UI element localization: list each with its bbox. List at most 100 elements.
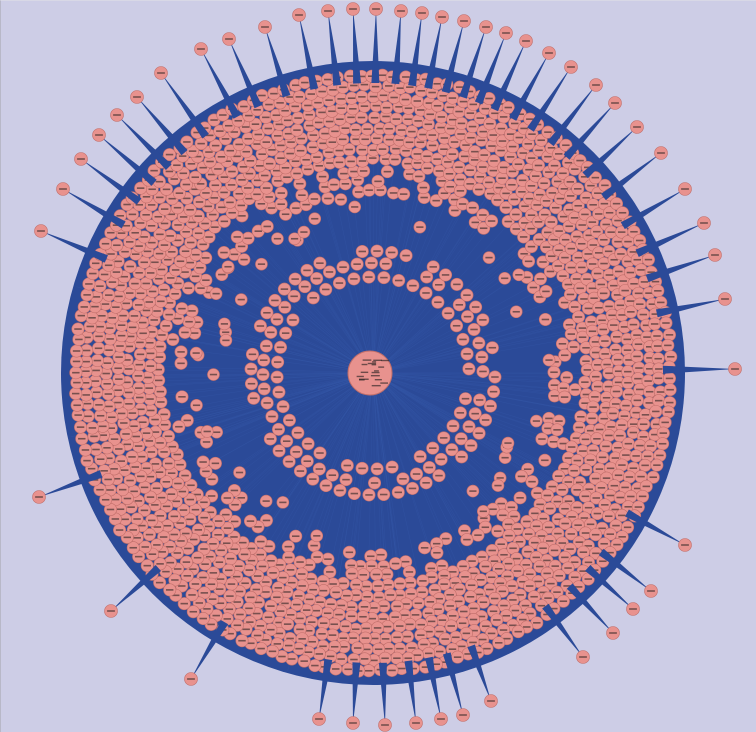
outer-node[interactable] bbox=[610, 197, 624, 211]
outer-node[interactable] bbox=[139, 208, 153, 222]
gap-node[interactable] bbox=[308, 212, 322, 226]
inner-node[interactable] bbox=[333, 483, 347, 497]
outer-node[interactable] bbox=[123, 259, 137, 273]
outer-node[interactable] bbox=[467, 613, 481, 627]
gap-node[interactable] bbox=[233, 466, 246, 479]
outer-node[interactable] bbox=[398, 93, 412, 107]
inner-node[interactable] bbox=[247, 391, 261, 405]
outer-node[interactable] bbox=[430, 546, 444, 560]
outer-node[interactable] bbox=[380, 101, 394, 115]
outer-node[interactable] bbox=[294, 144, 308, 158]
outer-node[interactable] bbox=[537, 176, 551, 190]
outer-node[interactable] bbox=[477, 148, 491, 162]
outer-node[interactable] bbox=[307, 192, 321, 206]
outer-node[interactable] bbox=[242, 601, 256, 615]
outer-node[interactable] bbox=[558, 390, 572, 404]
gap-node[interactable] bbox=[234, 293, 248, 306]
inner-node[interactable] bbox=[312, 462, 326, 476]
outer-node[interactable] bbox=[312, 647, 326, 661]
outer-node[interactable] bbox=[371, 579, 385, 593]
outer-node[interactable] bbox=[402, 565, 416, 579]
outer-node[interactable] bbox=[412, 169, 426, 183]
outer-node[interactable] bbox=[648, 317, 662, 331]
outer-node[interactable] bbox=[105, 410, 119, 424]
outer-node[interactable] bbox=[529, 169, 543, 183]
outer-node[interactable] bbox=[203, 155, 217, 169]
inner-node[interactable] bbox=[272, 422, 286, 436]
inner-node[interactable] bbox=[306, 472, 320, 486]
outer-node[interactable] bbox=[510, 564, 524, 578]
outer-node[interactable] bbox=[487, 154, 501, 168]
inner-node[interactable] bbox=[257, 353, 271, 367]
inner-node[interactable] bbox=[339, 473, 353, 487]
inner-node[interactable] bbox=[472, 426, 486, 440]
outer-node[interactable] bbox=[438, 632, 452, 646]
outer-node[interactable] bbox=[175, 302, 189, 316]
outer-node[interactable] bbox=[602, 428, 616, 442]
inner-node[interactable] bbox=[454, 432, 468, 446]
outer-node[interactable] bbox=[133, 347, 147, 361]
outer-node[interactable] bbox=[80, 288, 94, 302]
gap-node[interactable] bbox=[209, 287, 223, 300]
outer-node[interactable] bbox=[597, 257, 611, 271]
outer-node[interactable] bbox=[431, 99, 445, 113]
outer-node[interactable] bbox=[223, 589, 237, 603]
outer-node[interactable] bbox=[162, 308, 176, 322]
inner-node[interactable] bbox=[336, 260, 350, 274]
outer-node[interactable] bbox=[466, 120, 480, 134]
outer-node[interactable] bbox=[505, 178, 519, 192]
outer-node[interactable] bbox=[192, 226, 206, 240]
inner-node[interactable] bbox=[455, 450, 469, 464]
inner-node[interactable] bbox=[475, 350, 489, 364]
outer-node[interactable] bbox=[140, 559, 154, 573]
outer-node[interactable] bbox=[663, 383, 677, 397]
outer-node[interactable] bbox=[585, 411, 599, 425]
outer-node[interactable] bbox=[224, 552, 238, 566]
outer-node[interactable] bbox=[547, 365, 561, 379]
outer-node[interactable] bbox=[132, 298, 146, 312]
outer-node[interactable] bbox=[304, 87, 318, 101]
outer-node[interactable] bbox=[310, 150, 324, 164]
gap-node[interactable] bbox=[491, 479, 505, 492]
outer-node[interactable] bbox=[511, 157, 525, 171]
outer-node[interactable] bbox=[123, 474, 137, 488]
gap-node[interactable] bbox=[498, 451, 512, 465]
outer-node[interactable] bbox=[454, 116, 468, 130]
outer-node[interactable] bbox=[600, 391, 614, 405]
outer-node[interactable] bbox=[526, 281, 540, 295]
outer-node[interactable] bbox=[197, 542, 211, 556]
inner-node[interactable] bbox=[396, 472, 410, 486]
outer-node[interactable] bbox=[442, 167, 456, 181]
inner-node[interactable] bbox=[467, 322, 481, 336]
outer-node[interactable] bbox=[284, 563, 298, 577]
outer-node[interactable] bbox=[568, 300, 582, 314]
inner-node[interactable] bbox=[445, 443, 459, 457]
outer-node[interactable] bbox=[345, 609, 359, 623]
outer-node[interactable] bbox=[492, 562, 506, 576]
outer-node[interactable] bbox=[564, 527, 578, 541]
outer-node[interactable] bbox=[550, 423, 564, 437]
outer-node[interactable] bbox=[167, 509, 181, 523]
inner-node[interactable] bbox=[350, 257, 364, 271]
outer-node[interactable] bbox=[259, 110, 273, 124]
outer-node[interactable] bbox=[220, 491, 234, 505]
outer-node[interactable] bbox=[230, 618, 244, 632]
outer-node[interactable] bbox=[290, 123, 304, 137]
inner-node[interactable] bbox=[434, 452, 448, 466]
outer-node[interactable] bbox=[259, 135, 273, 149]
outer-node[interactable] bbox=[99, 493, 113, 507]
inner-node[interactable] bbox=[289, 445, 303, 459]
inner-node[interactable] bbox=[476, 364, 490, 378]
outer-node[interactable] bbox=[192, 195, 206, 209]
outer-node[interactable] bbox=[147, 164, 161, 178]
outer-node[interactable] bbox=[579, 463, 593, 477]
gap-node[interactable] bbox=[512, 268, 526, 282]
outer-node[interactable] bbox=[127, 309, 141, 323]
outer-node[interactable] bbox=[263, 157, 277, 171]
outer-node[interactable] bbox=[138, 540, 152, 554]
outer-node[interactable] bbox=[273, 96, 287, 110]
outer-node[interactable] bbox=[478, 559, 492, 573]
outer-node[interactable] bbox=[421, 161, 435, 175]
outer-node[interactable] bbox=[250, 187, 264, 201]
